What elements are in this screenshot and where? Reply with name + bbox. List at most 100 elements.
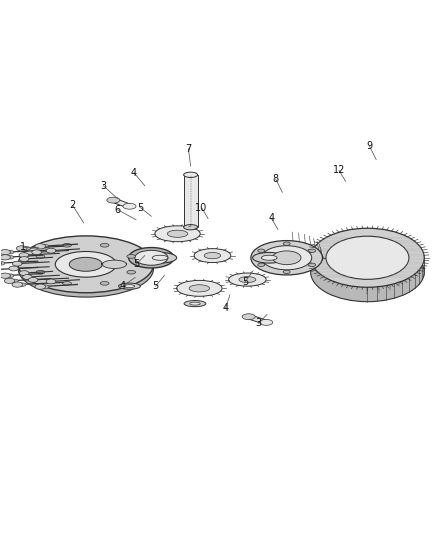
Ellipse shape bbox=[184, 301, 206, 306]
Ellipse shape bbox=[326, 236, 409, 279]
Ellipse shape bbox=[7, 274, 14, 278]
Text: 12: 12 bbox=[333, 165, 345, 175]
Ellipse shape bbox=[311, 243, 424, 302]
Ellipse shape bbox=[19, 257, 29, 262]
Ellipse shape bbox=[0, 255, 11, 260]
Ellipse shape bbox=[35, 244, 46, 249]
Text: 4: 4 bbox=[223, 303, 229, 313]
Ellipse shape bbox=[7, 251, 14, 254]
Ellipse shape bbox=[258, 249, 265, 253]
Ellipse shape bbox=[309, 263, 316, 266]
Ellipse shape bbox=[0, 249, 11, 255]
Ellipse shape bbox=[18, 236, 153, 293]
Polygon shape bbox=[113, 198, 131, 208]
Ellipse shape bbox=[12, 261, 22, 266]
Polygon shape bbox=[248, 314, 267, 325]
Ellipse shape bbox=[251, 240, 322, 275]
Ellipse shape bbox=[100, 281, 109, 285]
Ellipse shape bbox=[46, 279, 56, 284]
Text: 5: 5 bbox=[152, 281, 159, 291]
Ellipse shape bbox=[4, 278, 15, 284]
Ellipse shape bbox=[36, 270, 45, 274]
Ellipse shape bbox=[32, 250, 42, 255]
Ellipse shape bbox=[36, 255, 45, 259]
Ellipse shape bbox=[23, 274, 32, 279]
Text: 5: 5 bbox=[137, 203, 144, 213]
Ellipse shape bbox=[272, 251, 301, 265]
Ellipse shape bbox=[16, 246, 27, 251]
Ellipse shape bbox=[184, 224, 198, 230]
Ellipse shape bbox=[19, 271, 29, 276]
Ellipse shape bbox=[239, 277, 256, 282]
Ellipse shape bbox=[11, 279, 18, 282]
Ellipse shape bbox=[18, 240, 153, 297]
Ellipse shape bbox=[167, 230, 188, 237]
Text: 4: 4 bbox=[268, 214, 275, 223]
Ellipse shape bbox=[119, 283, 141, 289]
Ellipse shape bbox=[0, 261, 1, 266]
Text: 5: 5 bbox=[133, 260, 139, 269]
Text: 3: 3 bbox=[255, 318, 261, 328]
Ellipse shape bbox=[124, 285, 135, 288]
Ellipse shape bbox=[107, 197, 120, 203]
Text: 7: 7 bbox=[185, 143, 191, 154]
Ellipse shape bbox=[42, 245, 49, 248]
Ellipse shape bbox=[253, 253, 286, 263]
Ellipse shape bbox=[35, 284, 46, 289]
Ellipse shape bbox=[135, 251, 168, 265]
Ellipse shape bbox=[155, 226, 200, 241]
Ellipse shape bbox=[123, 203, 136, 209]
Ellipse shape bbox=[152, 255, 168, 260]
Ellipse shape bbox=[23, 247, 30, 250]
Ellipse shape bbox=[63, 244, 71, 247]
Ellipse shape bbox=[184, 172, 198, 177]
Ellipse shape bbox=[127, 255, 136, 259]
Ellipse shape bbox=[309, 249, 316, 253]
Ellipse shape bbox=[42, 285, 49, 288]
Ellipse shape bbox=[300, 252, 323, 263]
Ellipse shape bbox=[229, 273, 266, 286]
Ellipse shape bbox=[28, 278, 38, 282]
Ellipse shape bbox=[253, 241, 321, 274]
Ellipse shape bbox=[55, 252, 117, 277]
Ellipse shape bbox=[283, 270, 290, 273]
Ellipse shape bbox=[258, 263, 265, 266]
Text: 3: 3 bbox=[100, 181, 106, 191]
Text: 5: 5 bbox=[242, 277, 248, 287]
Ellipse shape bbox=[283, 242, 290, 245]
Ellipse shape bbox=[19, 283, 26, 286]
Polygon shape bbox=[184, 175, 198, 227]
Ellipse shape bbox=[46, 248, 56, 253]
Ellipse shape bbox=[144, 253, 177, 263]
Ellipse shape bbox=[177, 280, 222, 296]
Text: 8: 8 bbox=[273, 174, 279, 184]
Ellipse shape bbox=[194, 248, 231, 263]
Ellipse shape bbox=[189, 285, 209, 292]
Text: 4: 4 bbox=[131, 168, 137, 177]
Ellipse shape bbox=[12, 282, 22, 287]
Ellipse shape bbox=[127, 270, 136, 274]
Ellipse shape bbox=[63, 281, 71, 285]
Ellipse shape bbox=[69, 257, 102, 271]
Ellipse shape bbox=[129, 247, 174, 268]
Ellipse shape bbox=[19, 253, 29, 257]
Text: 9: 9 bbox=[367, 141, 373, 151]
Text: 4: 4 bbox=[120, 281, 126, 291]
Ellipse shape bbox=[260, 319, 273, 325]
Ellipse shape bbox=[261, 246, 312, 270]
Ellipse shape bbox=[204, 253, 221, 259]
Text: 6: 6 bbox=[115, 205, 121, 215]
Text: 2: 2 bbox=[70, 200, 76, 211]
Ellipse shape bbox=[0, 262, 5, 265]
Text: 1: 1 bbox=[20, 242, 26, 252]
Ellipse shape bbox=[100, 244, 109, 247]
Ellipse shape bbox=[7, 255, 14, 259]
Ellipse shape bbox=[257, 254, 277, 262]
Ellipse shape bbox=[102, 260, 127, 269]
Ellipse shape bbox=[242, 314, 255, 320]
Ellipse shape bbox=[0, 273, 11, 278]
Ellipse shape bbox=[190, 302, 200, 305]
Text: 10: 10 bbox=[195, 203, 208, 213]
Ellipse shape bbox=[261, 255, 277, 260]
Ellipse shape bbox=[9, 266, 18, 271]
